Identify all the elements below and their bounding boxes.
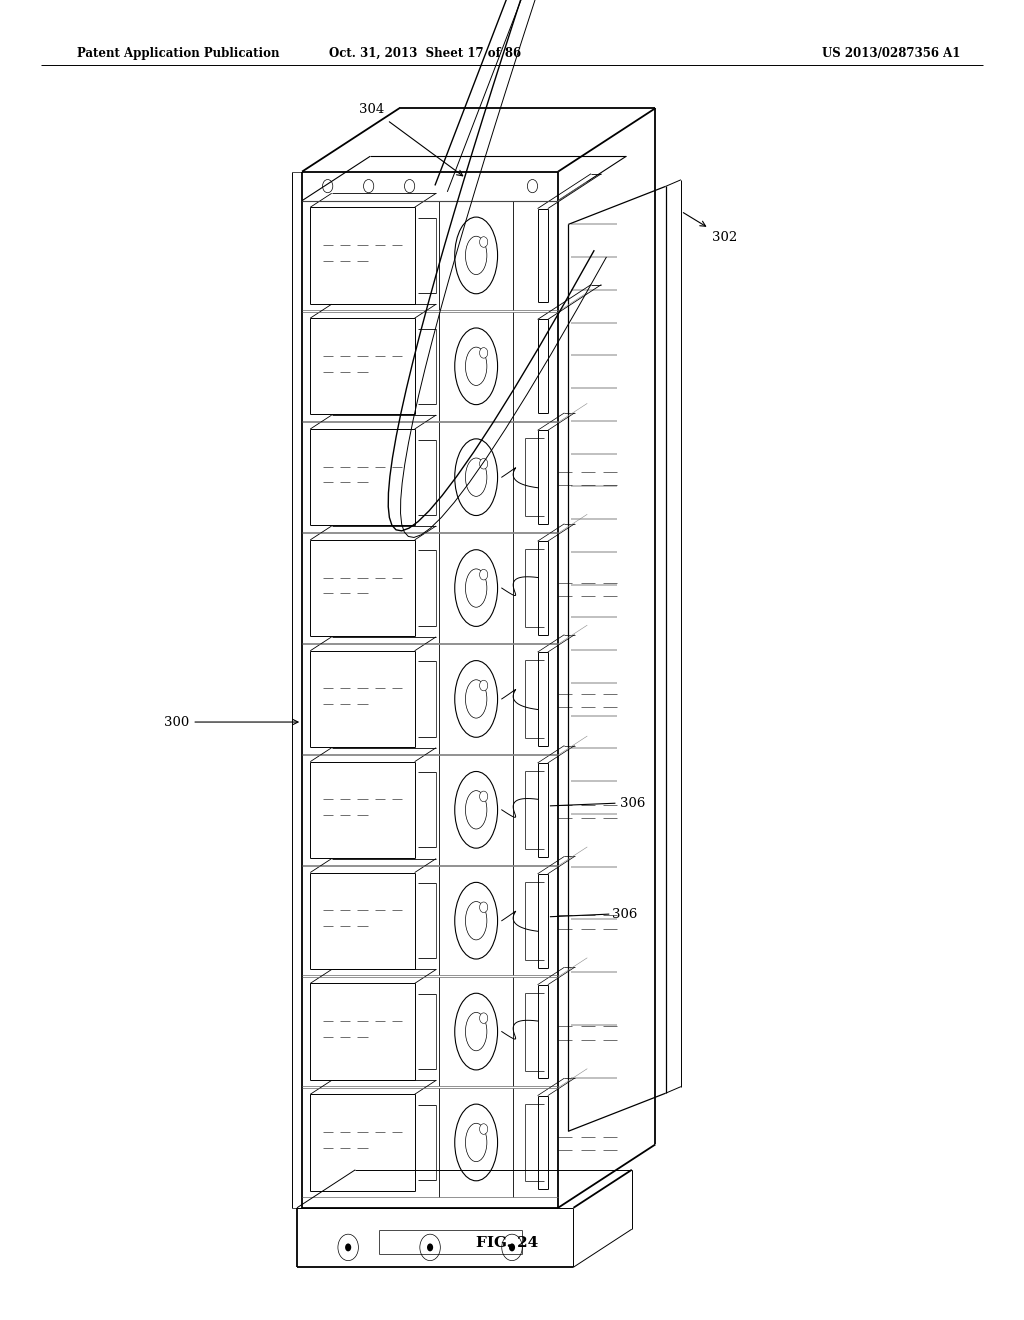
Text: 306: 306 <box>612 908 638 920</box>
Circle shape <box>509 1243 515 1251</box>
Text: 302: 302 <box>683 213 737 244</box>
Circle shape <box>479 680 487 690</box>
Circle shape <box>479 902 487 912</box>
Circle shape <box>427 1243 433 1251</box>
Circle shape <box>479 1012 487 1023</box>
Circle shape <box>479 347 487 358</box>
Text: Patent Application Publication: Patent Application Publication <box>77 48 280 59</box>
Text: 300: 300 <box>164 715 298 729</box>
Circle shape <box>479 236 487 247</box>
Circle shape <box>479 458 487 469</box>
Text: US 2013/0287356 A1: US 2013/0287356 A1 <box>821 48 961 59</box>
Circle shape <box>479 569 487 579</box>
Text: 304: 304 <box>358 103 384 116</box>
Circle shape <box>479 791 487 801</box>
Text: FIG. 24: FIG. 24 <box>476 1237 538 1250</box>
Circle shape <box>479 1123 487 1134</box>
Text: Oct. 31, 2013  Sheet 17 of 86: Oct. 31, 2013 Sheet 17 of 86 <box>329 48 521 59</box>
Circle shape <box>345 1243 351 1251</box>
Text: 306: 306 <box>620 797 645 809</box>
